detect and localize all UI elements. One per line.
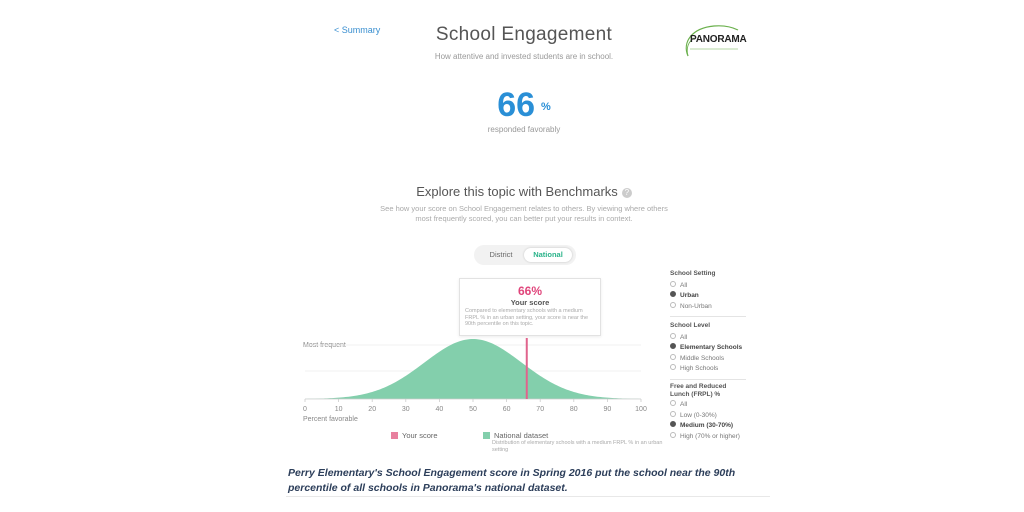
score-caption: responded favorably <box>487 125 561 134</box>
benchmark-scope-toggle: District National <box>474 245 576 265</box>
filter-option[interactable]: Low (0-30%) <box>670 410 760 422</box>
radio-icon <box>670 301 676 308</box>
radio-icon <box>670 353 676 360</box>
filter-heading: School Setting <box>670 270 716 277</box>
radio-icon <box>670 343 676 349</box>
back-to-summary-link[interactable]: < Summary <box>334 25 381 35</box>
benchmarks-title: Explore this topic with Benchmarks? <box>374 184 674 199</box>
x-tick-label: 50 <box>469 406 477 413</box>
x-tick-label: 10 <box>335 406 343 413</box>
page-subtitle: How attentive and invested students are … <box>434 52 614 61</box>
legend-national-dataset: National dataset <box>483 431 548 440</box>
tooltip-score-label: Your score <box>510 298 550 307</box>
filter-option-label: Urban <box>680 292 699 299</box>
score-value: 66 <box>497 86 536 124</box>
filter-heading: School Level <box>670 322 711 329</box>
score-display: 66% <box>424 86 624 125</box>
x-tick-label: 40 <box>436 406 444 413</box>
filter-option-label: Low (0-30%) <box>680 411 717 419</box>
legend-your-score: Your score <box>391 431 438 440</box>
filter-option-label: High Schools <box>680 365 719 372</box>
x-axis-ticks: 0 10 20 30 40 50 60 70 80 90 100 <box>303 399 647 413</box>
benchmarks-description: See how your score on School Engagement … <box>380 204 668 223</box>
toggle-district[interactable]: District <box>489 250 513 259</box>
radio-icon <box>670 400 676 406</box>
filter-option[interactable]: High (70% or higher) <box>670 431 760 443</box>
radio-icon <box>670 431 676 438</box>
filter-option[interactable]: Medium (30-70%) <box>670 421 760 432</box>
your-score-tooltip: 66% Your score Compared to elementary sc… <box>459 278 601 336</box>
filter-option-label: All <box>680 333 688 341</box>
page-title: School Engagement <box>435 24 613 45</box>
toggle-national[interactable]: National <box>524 248 572 262</box>
x-tick-label: 0 <box>303 406 307 413</box>
x-tick-label: 80 <box>570 406 578 413</box>
radio-icon <box>670 421 676 427</box>
legend-national-swatch <box>483 432 490 439</box>
legend-your-score-swatch <box>391 432 398 439</box>
chart-y-label: Most frequent <box>303 342 346 349</box>
filter-option-label: Elementary Schools <box>680 344 743 351</box>
filter-option[interactable]: High Schools <box>670 364 760 375</box>
filter-option-label: Medium (30-70%) <box>680 422 734 429</box>
filter-school-level: School Level All Elementary Schools Midd… <box>670 322 760 380</box>
x-tick-label: 60 <box>503 406 511 413</box>
x-tick-label: 90 <box>604 406 612 413</box>
filter-option[interactable]: Middle Schools <box>670 353 760 365</box>
tooltip-description: Compared to elementary schools with a me… <box>465 308 588 327</box>
filter-option[interactable]: Non-Urban <box>670 301 760 313</box>
legend-your-score-label: Your score <box>402 431 438 440</box>
benchmarks-title-text: Explore this topic with Benchmarks <box>416 184 618 199</box>
chart-x-label: Percent favorable <box>303 416 358 423</box>
filter-option-label: Non-Urban <box>680 302 712 310</box>
filter-option-label: High (70% or higher) <box>680 432 740 440</box>
filter-heading: Free and Reduced Lunch (FRPL) % <box>670 383 727 398</box>
filter-option[interactable]: All <box>670 280 760 292</box>
tooltip-score-value: 66% <box>517 284 543 298</box>
filter-option[interactable]: All <box>670 332 760 344</box>
your-score-marker[interactable] <box>525 338 528 399</box>
score-unit: % <box>541 101 551 113</box>
filter-frpl: Free and Reduced Lunch (FRPL) % All Low … <box>670 383 760 442</box>
panorama-logo <box>685 25 739 57</box>
logo-wordmark: PANORAMA <box>690 34 747 45</box>
legend-national-description: Distribution of elementary schools with … <box>492 440 663 453</box>
radio-icon <box>670 364 676 370</box>
radio-icon <box>670 410 676 417</box>
filter-divider <box>670 316 746 317</box>
help-icon[interactable]: ? <box>621 188 632 198</box>
filter-option-label: Middle Schools <box>680 354 725 362</box>
x-tick-label: 100 <box>635 406 647 413</box>
filter-school-setting: School Setting All Urban Non-Urban <box>670 270 760 317</box>
radio-icon <box>670 291 676 297</box>
x-tick-label: 20 <box>368 406 376 413</box>
filter-option[interactable]: Elementary Schools <box>670 343 760 354</box>
national-distribution-area <box>305 339 641 399</box>
result-caption: Perry Elementary's School Engagement sco… <box>288 467 736 494</box>
legend-national-label: National dataset <box>494 431 549 440</box>
filter-option[interactable]: Urban <box>670 291 760 302</box>
filter-option-label: All <box>680 401 688 408</box>
caption-divider <box>286 496 770 497</box>
benchmark-distribution-chart: Most frequent 0 10 20 30 40 50 60 70 80 90 100 Per… <box>303 338 647 423</box>
radio-icon <box>670 332 676 339</box>
x-tick-label: 30 <box>402 406 410 413</box>
filter-option-label: All <box>680 281 688 289</box>
x-tick-label: 70 <box>536 406 544 413</box>
filter-divider <box>670 378 746 380</box>
radio-icon <box>670 280 676 287</box>
filter-option[interactable]: All <box>670 400 760 411</box>
